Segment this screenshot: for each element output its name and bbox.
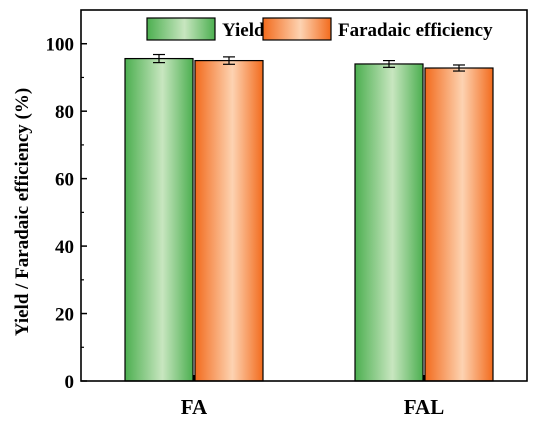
legend-label: Faradaic efficiency bbox=[338, 20, 493, 41]
plot-frame bbox=[80, 9, 528, 382]
y-tick-label-40: 40 bbox=[55, 237, 74, 258]
legend-swatch bbox=[146, 17, 216, 41]
bar-yield-fa bbox=[124, 57, 194, 382]
error-bar-yield-fa bbox=[153, 53, 165, 64]
x-tick-label-fal: FAL bbox=[404, 395, 444, 419]
legend: Yield Faradaic efficiency bbox=[146, 17, 493, 41]
y-tick-label-0: 0 bbox=[65, 372, 75, 393]
plot-area: FA FAL 0 20 40 60 80 100 bbox=[46, 9, 528, 419]
bar-yield-fal bbox=[354, 63, 424, 382]
error-bar-faradaic-efficiency-fa bbox=[223, 56, 235, 65]
legend-swatch bbox=[262, 17, 332, 41]
y-axis-title: Yield / Faradaic efficiency (%) bbox=[12, 88, 33, 336]
y-tick-label-60: 60 bbox=[55, 170, 74, 191]
legend-item-faradaic-efficiency: Faradaic efficiency bbox=[262, 17, 493, 41]
y-tick-label-100: 100 bbox=[46, 35, 75, 56]
y-tick-label-80: 80 bbox=[55, 102, 74, 123]
bar-faradaic-efficiency-fa bbox=[194, 59, 264, 382]
error-bar-yield-fal bbox=[383, 59, 395, 68]
bar-faradaic-efficiency-fal bbox=[424, 67, 494, 382]
error-bar-faradaic-efficiency-fal bbox=[453, 64, 465, 72]
legend-item-yield: Yield bbox=[146, 17, 265, 41]
y-tick-label-20: 20 bbox=[55, 305, 74, 326]
x-tick-label-fa: FA bbox=[181, 395, 208, 419]
legend-label: Yield bbox=[222, 20, 265, 41]
